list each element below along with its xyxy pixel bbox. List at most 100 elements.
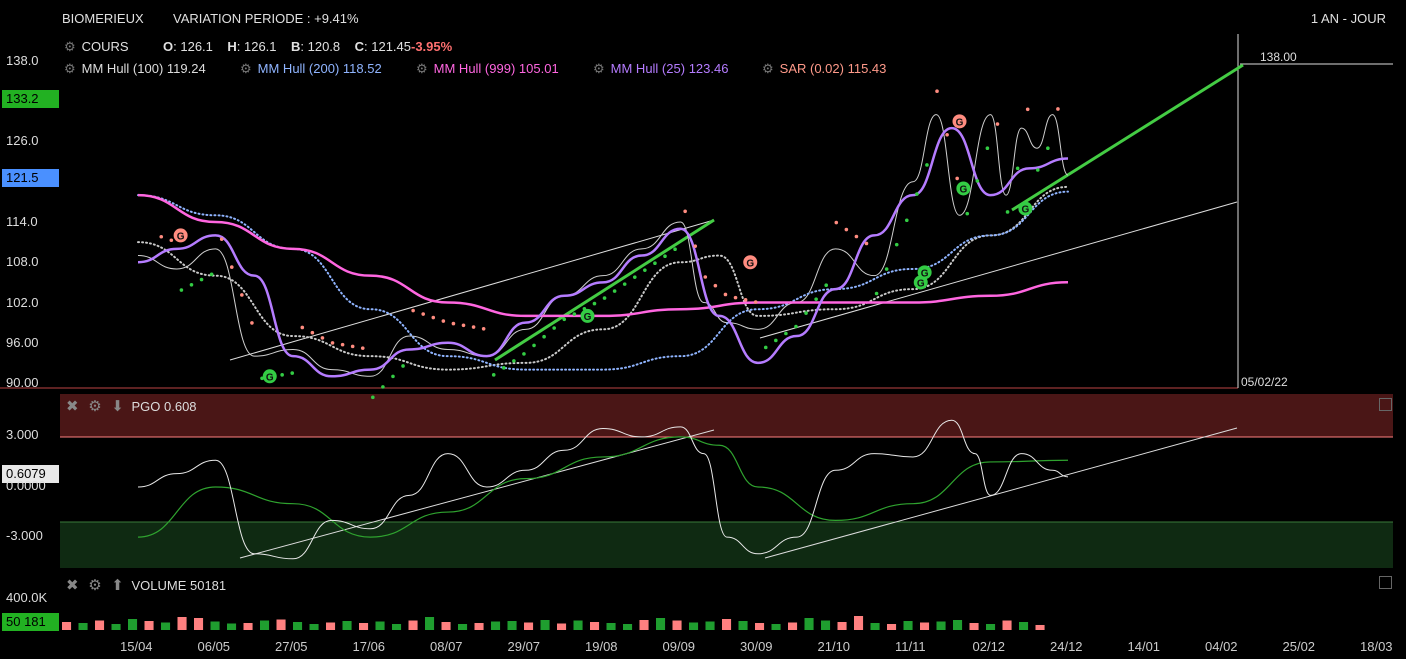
sar-dot [673,247,677,252]
x-tick: 09/09 [662,639,696,654]
volume-bar [524,622,534,630]
sar-dot [1025,107,1030,112]
gear-icon[interactable]: ⚙ [416,61,428,76]
pgo-panel-header: ✖ ⚙ ⬇ PGO 0.608 [66,397,197,415]
volume-bar [441,622,451,630]
sar-dot [864,241,869,246]
gear-icon[interactable]: ⚙ [762,61,774,76]
sar-dot [522,352,526,356]
sar-dot [481,326,486,331]
sar-dot [1015,166,1020,171]
gear-icon[interactable]: ⚙ [64,61,76,76]
legend-cours[interactable]: ⚙ COURS [64,39,129,55]
sar-dot [159,234,164,239]
volume-panel-checkbox[interactable] [1379,576,1392,589]
sar-dot [602,296,607,300]
arrow-down-icon[interactable]: ⬇ [111,398,124,415]
sar-dot [290,371,295,375]
legend-ohlc: O: 126.1 H: 126.1 B: 120.8 C: 121.45-3.9… [163,39,453,54]
volume-bar [606,623,616,630]
y-tick: 138.0 [6,53,39,68]
y-tick: 126.0 [6,133,39,148]
volume-bar [507,621,517,630]
sar-dot [552,326,556,330]
sar-dot [713,283,718,288]
volume-bar [672,620,682,630]
sar-dot [824,283,828,287]
hull200-label: MM Hull (200) [257,61,340,76]
sar-dot [763,345,768,350]
period-selector[interactable]: 1 AN - JOUR [1310,11,1386,26]
volume-bar [293,622,303,630]
close-icon[interactable]: ✖ [66,577,79,594]
volume-bar [705,621,715,630]
arrow-up-icon[interactable]: ⬆ [111,577,124,594]
volume-bar [639,620,649,630]
x-tick: 24/12 [1050,639,1083,654]
x-tick: 30/09 [740,639,773,654]
signal-marker [956,181,971,196]
volume-bar [62,622,72,630]
signal-marker [1018,201,1033,216]
pgo-panel-checkbox[interactable] [1379,398,1392,411]
sar-dot [693,244,698,248]
gear-icon[interactable]: ⚙ [88,577,102,594]
volume-bar [95,620,105,630]
x-tick: 18/03 [1360,639,1393,654]
volume-bar [920,622,930,630]
volume-bar [474,623,484,630]
projection-line [1011,63,1244,212]
volume-bar [78,623,88,630]
sar-dot [884,267,889,271]
sar-dot [653,261,657,265]
sar-dot [794,324,798,329]
signal-marker-label: G [1021,205,1029,216]
sar-dot [179,288,184,292]
y-tick: 114.0 [6,214,38,229]
gear-icon[interactable]: ⚙ [240,61,252,76]
sar-dot [431,315,436,320]
sar-dot [391,374,395,379]
legend-hull200[interactable]: ⚙ MM Hull (200) 118.52 [240,61,382,77]
sar-dot [1005,210,1010,214]
series-line-mm-hull-100- [137,185,1069,371]
hull100-label: MM Hull (100) [81,61,164,76]
gear-icon[interactable]: ⚙ [88,398,102,415]
sar-dot [743,298,748,302]
sar-dot [945,132,949,137]
sar-dot [411,308,415,313]
sar-dot [935,89,939,93]
sar-dot [834,220,839,225]
sar-dot [169,238,174,243]
volume-panel-header: ✖ ⚙ ⬆ VOLUME 50181 [66,576,226,594]
volume-bar [425,617,435,630]
legend-hull999[interactable]: ⚙ MM Hull (999) 105.01 [416,61,559,77]
volume-label: VOLUME 50181 [131,578,227,593]
sar-dot [622,282,627,286]
sar-dot [965,211,970,216]
volume-bar [590,622,600,630]
sar-dot [814,297,818,301]
legend-hull25[interactable]: ⚙ MM Hull (25) 123.46 [593,61,728,77]
signal-marker-label: G [956,117,964,128]
volume-bar [144,621,154,630]
sar-dot [320,336,325,340]
volume-bar [540,620,550,630]
gear-icon[interactable]: ⚙ [64,39,76,54]
sar-dot [894,242,899,247]
close-icon[interactable]: ✖ [66,398,79,415]
sar-dot [532,343,536,348]
sar-dot [350,344,355,349]
sar-dot [229,265,234,269]
last-price-badge: 121.5 [2,169,59,187]
volume-bar [326,622,336,630]
legend-sar[interactable]: ⚙ SAR (0.02) 115.43 [762,61,886,77]
gear-icon[interactable]: ⚙ [593,61,605,76]
legend-hull100[interactable]: ⚙ MM Hull (100) 119.24 [64,61,206,77]
hull200-value: 118.52 [342,61,382,76]
sar-dot [955,176,959,181]
sar-dot [995,122,1000,126]
sar-dot [491,373,496,377]
sar-dot [753,300,758,304]
sar-dot [663,254,667,259]
